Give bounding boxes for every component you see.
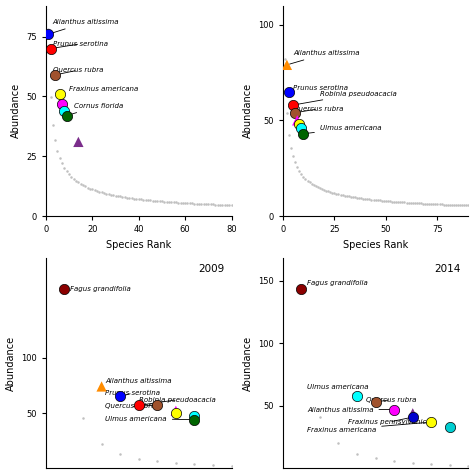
Text: Ailanthus altissima: Ailanthus altissima — [101, 378, 172, 386]
Point — [428, 418, 435, 426]
Y-axis label: Abundance: Abundance — [242, 336, 253, 391]
Point — [45, 30, 52, 38]
Point — [391, 406, 398, 413]
Text: Ailanthus altissima: Ailanthus altissima — [51, 19, 119, 34]
Point — [298, 285, 305, 293]
Point — [289, 101, 297, 109]
Text: Quercus rubra: Quercus rubra — [53, 67, 103, 74]
Point — [61, 285, 68, 293]
Text: Ulmus americana: Ulmus americana — [105, 416, 191, 421]
Point — [293, 117, 301, 124]
Point — [409, 410, 417, 417]
Text: Quercus rubra: Quercus rubra — [105, 403, 155, 410]
Point — [47, 45, 55, 53]
Point — [191, 416, 198, 423]
Text: Robinia pseudoacacia: Robinia pseudoacacia — [139, 397, 216, 405]
Point — [74, 138, 82, 146]
Text: Fraxinus pennsylvanica: Fraxinus pennsylvanica — [348, 418, 430, 425]
Text: 2014: 2014 — [435, 264, 461, 274]
Text: Prunus serotina: Prunus serotina — [53, 41, 108, 48]
Text: Fraxinus americana: Fraxinus americana — [307, 422, 428, 433]
Point — [58, 100, 66, 108]
Text: 2009: 2009 — [198, 264, 224, 274]
Y-axis label: Abundance: Abundance — [242, 83, 253, 138]
Point — [63, 112, 71, 119]
Text: Ailanthus altissima: Ailanthus altissima — [307, 407, 392, 412]
Point — [172, 409, 180, 417]
Point — [372, 398, 379, 406]
Point — [353, 392, 361, 400]
Text: Fraxinus americana: Fraxinus americana — [63, 86, 138, 94]
X-axis label: Species Rank: Species Rank — [343, 240, 408, 250]
Text: Prunus serotina: Prunus serotina — [289, 85, 348, 91]
Text: Fagus grandifolia: Fagus grandifolia — [301, 280, 368, 289]
Y-axis label: Abundance: Abundance — [6, 336, 16, 391]
Text: Prunus serotina: Prunus serotina — [105, 390, 160, 396]
Y-axis label: Abundance: Abundance — [11, 83, 21, 138]
Point — [61, 107, 68, 115]
Point — [56, 90, 64, 98]
Point — [298, 124, 305, 132]
Text: Quercus rubra: Quercus rubra — [366, 397, 417, 402]
Text: Ailanthus altissima: Ailanthus altissima — [290, 50, 360, 64]
Point — [172, 407, 180, 415]
Text: Ulmus americana: Ulmus americana — [306, 125, 382, 133]
Point — [409, 413, 417, 421]
Text: Cornus florida: Cornus florida — [69, 103, 123, 115]
Point — [135, 401, 143, 409]
Point — [300, 130, 307, 137]
Point — [292, 109, 299, 117]
Point — [117, 392, 124, 400]
X-axis label: Species Rank: Species Rank — [106, 240, 172, 250]
Point — [283, 61, 291, 69]
Text: Quercus rubra: Quercus rubra — [293, 106, 344, 112]
Point — [295, 120, 303, 128]
Point — [154, 401, 161, 409]
Text: Fagus grandifolia: Fagus grandifolia — [64, 286, 131, 292]
Point — [191, 412, 198, 420]
Text: Robinia pseudoacacia: Robinia pseudoacacia — [296, 91, 397, 105]
Point — [285, 88, 293, 95]
Point — [98, 383, 105, 390]
Point — [51, 71, 59, 79]
Point — [446, 423, 454, 431]
Text: Ulmus americana: Ulmus americana — [307, 384, 368, 395]
